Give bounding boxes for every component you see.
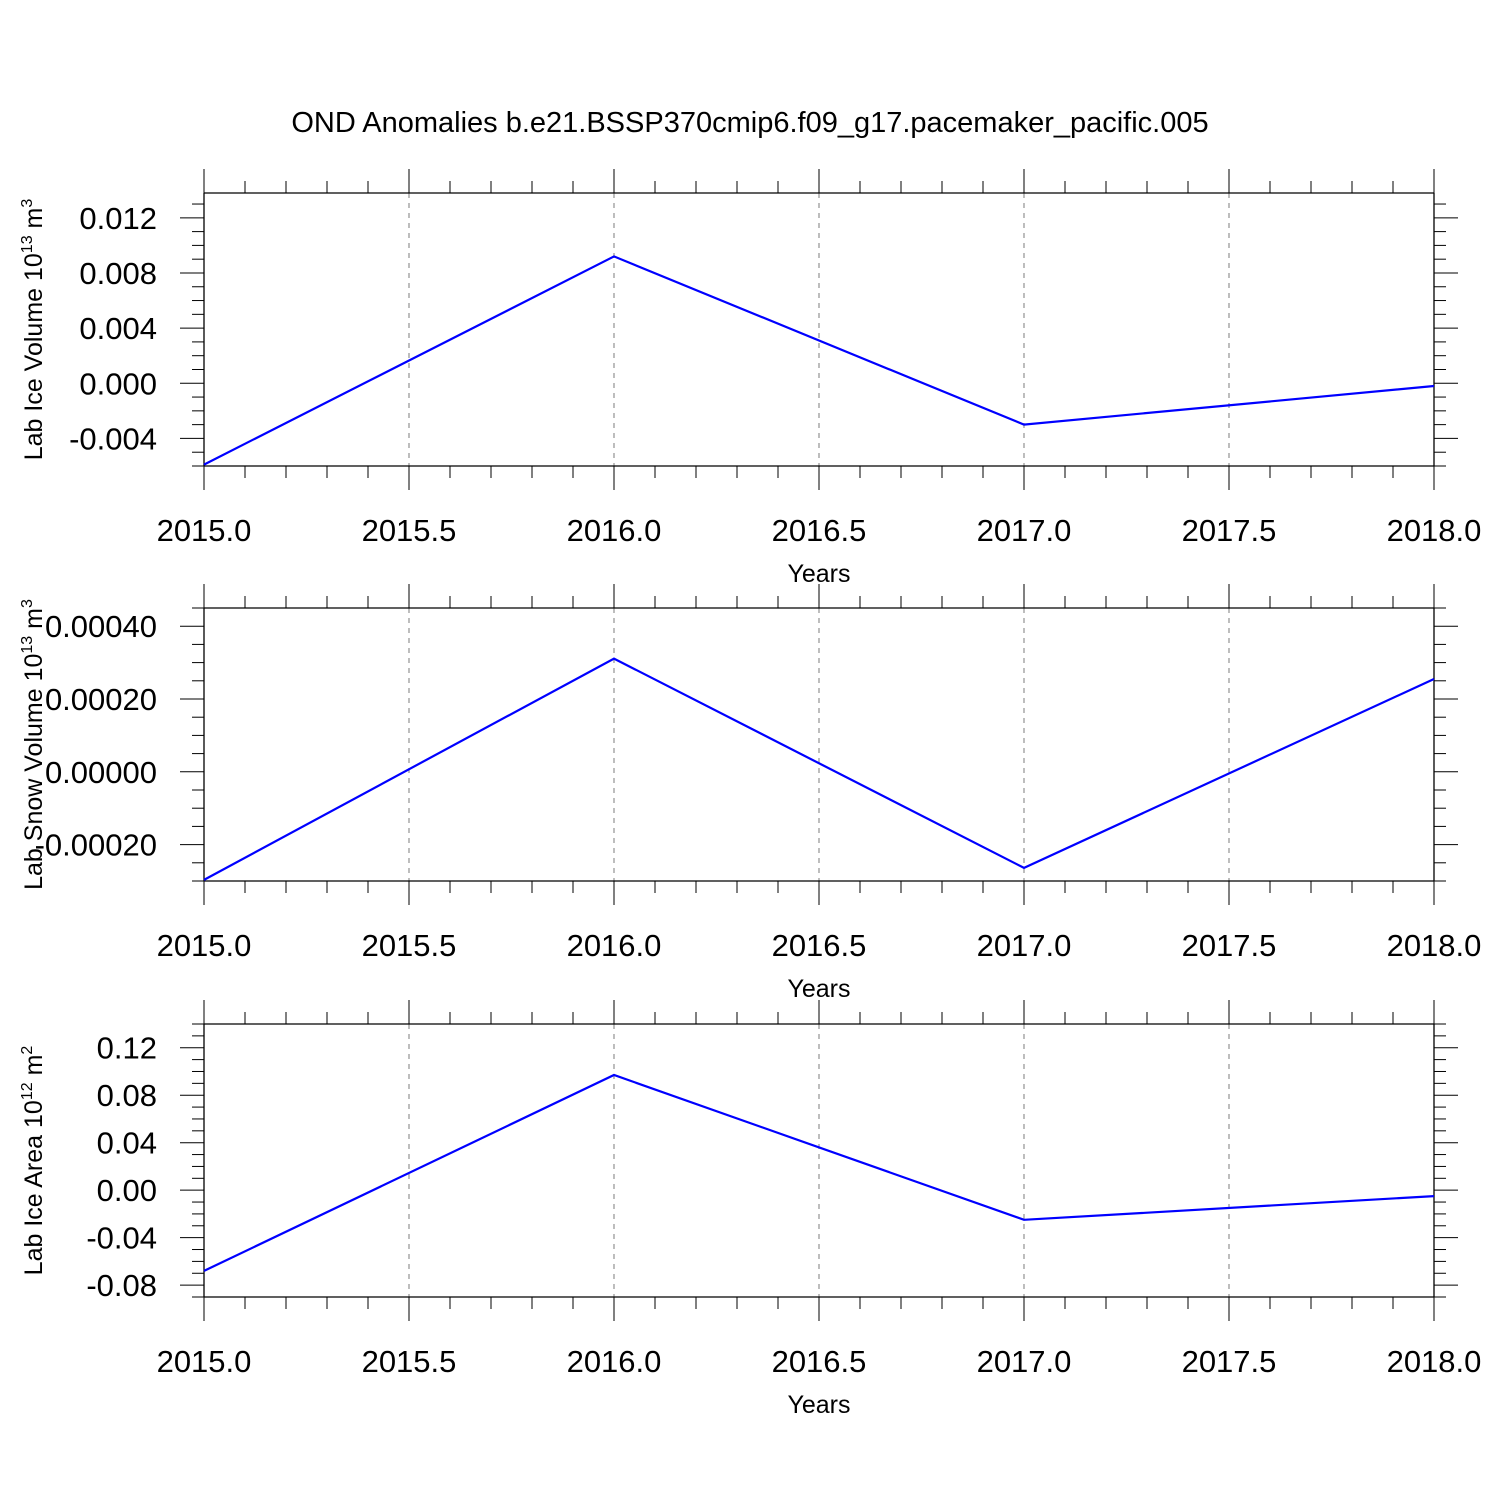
x-axis-title: Years — [787, 975, 850, 1003]
y-tick-label: -0.004 — [69, 421, 157, 456]
panels: -0.004 0.000 0.004 0.008 0.012 2015.0 2015.5 20… — [19, 169, 1481, 1419]
x-tick-label: 2018.0 — [1387, 928, 1482, 963]
y-tick-label: 0.00040 — [45, 609, 157, 644]
y-tick-label: 0.00 — [97, 1173, 157, 1208]
x-tick-label: 2016.5 — [772, 1344, 867, 1379]
x-tick-label: 2015.0 — [157, 928, 252, 963]
x-tick-label: 2018.0 — [1387, 1344, 1482, 1379]
x-tick-label: 2017.0 — [977, 928, 1072, 963]
chart-panel-3: -0.08 -0.04 0.00 0.04 0.08 0.12 2015.0 2015.5 20… — [19, 1000, 1481, 1419]
x-tick-label: 2016.5 — [772, 513, 867, 548]
series-line — [203, 1073, 1435, 1272]
series-line — [203, 657, 1435, 881]
y-tick-label: 0.00000 — [45, 755, 157, 790]
y-tick-label: 0.000 — [79, 366, 157, 401]
x-tick-label: 2016.5 — [772, 928, 867, 963]
y-tick-label: 0.12 — [97, 1031, 157, 1066]
chart-panel-2: -0.00020 0.00000 0.00020 0.00040 2015.0 2015.… — [19, 584, 1481, 1003]
chart-panel-1: -0.004 0.000 0.004 0.008 0.012 2015.0 2015.5 20… — [19, 169, 1481, 588]
y-tick-label: -0.08 — [86, 1268, 157, 1303]
x-tick-label: 2017.5 — [1182, 513, 1277, 548]
x-axis-title: Years — [787, 560, 850, 588]
y-tick-label: 0.012 — [79, 201, 157, 236]
y-axis-title: Lab Ice Area 1012 m2 — [19, 1046, 48, 1276]
y-tick-label: 0.004 — [79, 311, 157, 346]
figure-title: OND Anomalies b.e21.BSSP370cmip6.f09_g17… — [291, 107, 1208, 139]
x-tick-label: 2015.5 — [362, 513, 457, 548]
x-tick-label: 2017.0 — [977, 1344, 1072, 1379]
x-tick-label: 2015.5 — [362, 1344, 457, 1379]
x-tick-label: 2016.0 — [567, 513, 662, 548]
y-axis-title: Lab Snow Volume 1013 m3 — [19, 599, 48, 890]
x-tick-label: 2016.0 — [567, 1344, 662, 1379]
x-tick-label: 2017.5 — [1182, 928, 1277, 963]
y-tick-label: 0.00020 — [45, 682, 157, 717]
x-tick-label: 2017.0 — [977, 513, 1072, 548]
x-axis-title: Years — [787, 1391, 850, 1419]
x-tick-label: 2017.5 — [1182, 1344, 1277, 1379]
y-tick-label: 0.04 — [97, 1126, 157, 1161]
y-tick-label: 0.008 — [79, 256, 157, 291]
x-tick-label: 2015.0 — [157, 1344, 252, 1379]
series-line — [203, 255, 1435, 466]
y-tick-label: -0.00020 — [35, 828, 157, 863]
y-tick-label: -0.04 — [86, 1221, 157, 1256]
x-tick-label: 2018.0 — [1387, 513, 1482, 548]
y-axis-title: Lab Ice Volume 1013 m3 — [19, 199, 48, 461]
x-tick-label: 2016.0 — [567, 928, 662, 963]
y-tick-label: 0.08 — [97, 1078, 157, 1113]
x-tick-label: 2015.5 — [362, 928, 457, 963]
x-tick-label: 2015.0 — [157, 513, 252, 548]
